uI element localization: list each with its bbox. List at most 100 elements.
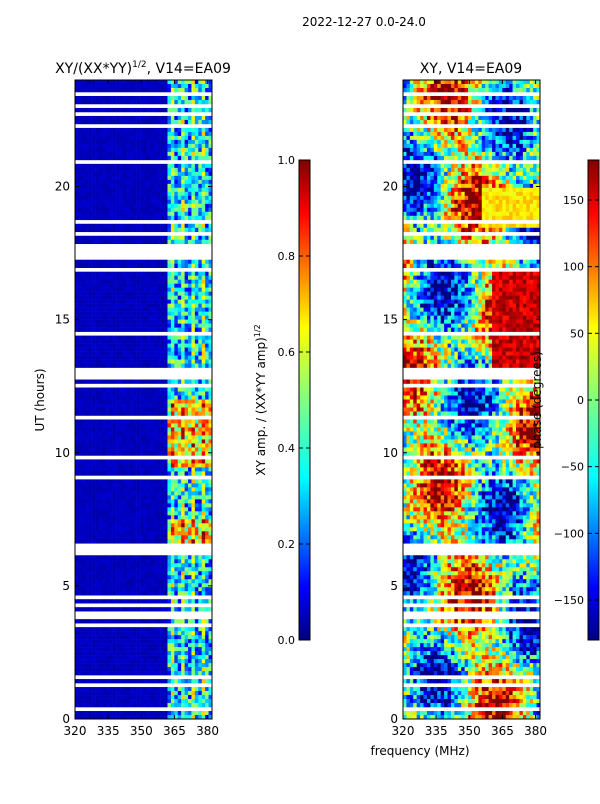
amp-cell — [92, 507, 96, 512]
amp-cell — [150, 647, 155, 652]
amp-cell — [116, 471, 120, 476]
amp-cell — [181, 207, 185, 213]
amp-cell — [75, 639, 79, 644]
amp-cell — [95, 227, 100, 233]
amp-cell — [191, 555, 196, 560]
amp-cell — [205, 691, 209, 696]
amp-cell — [167, 227, 172, 233]
amp-cell — [129, 95, 134, 101]
amp-cell — [105, 527, 110, 532]
amp-cell — [109, 275, 113, 280]
amp-cell — [150, 107, 155, 113]
amp-cell — [164, 419, 168, 424]
amp-cell — [88, 627, 93, 632]
amp-cell — [153, 359, 158, 364]
amp-cell — [201, 171, 206, 177]
amp-cell — [88, 655, 93, 660]
amp-cell — [188, 87, 192, 93]
amp-cell — [126, 135, 131, 141]
amp-cell — [85, 139, 89, 145]
amp-cell — [201, 179, 206, 185]
amp-cell — [205, 151, 209, 157]
amp-cell — [174, 439, 179, 444]
amp-cell — [85, 607, 89, 612]
amp-cell — [143, 191, 148, 197]
amp-cell — [88, 107, 93, 113]
amp-cell — [157, 435, 161, 440]
amp-cell — [160, 199, 165, 205]
amp-cell — [95, 119, 100, 125]
amp-cell — [194, 667, 199, 672]
amp-cell — [205, 323, 209, 328]
amp-cell — [164, 655, 168, 660]
amp-cell — [112, 511, 117, 516]
amp-cell — [143, 647, 148, 652]
amp-cell — [88, 395, 93, 400]
amp-cell — [191, 691, 196, 696]
amp-cell — [105, 187, 110, 193]
amp-cell — [188, 107, 192, 113]
amp-cell — [109, 271, 113, 276]
amp-cell — [116, 207, 120, 213]
amp-cell — [191, 135, 196, 141]
amp-cell — [170, 511, 175, 516]
amp-cell — [177, 523, 182, 528]
amp-cell — [164, 263, 168, 268]
amp-cell — [146, 407, 151, 412]
amp-cell — [177, 483, 182, 488]
amp-cell — [164, 407, 168, 412]
amp-cell — [126, 503, 131, 508]
amp-cell — [143, 183, 148, 189]
amp-cell — [102, 359, 107, 364]
amp-cell — [112, 631, 117, 636]
amp-cell — [98, 287, 103, 292]
amp-cell — [194, 563, 199, 568]
amp-cell — [78, 667, 83, 672]
amp-cell — [177, 639, 182, 644]
amp-cell — [164, 519, 168, 524]
amp-cell — [153, 323, 158, 328]
amp-cell — [81, 503, 86, 508]
amp-cell — [116, 379, 120, 384]
amp-cell — [112, 223, 117, 229]
amp-cell — [81, 587, 86, 592]
amp-cell — [184, 287, 189, 292]
amp-cell — [160, 655, 165, 660]
amp-cell — [85, 495, 89, 500]
amp-cell — [92, 571, 96, 576]
amp-cell — [157, 427, 161, 432]
amp-cell — [92, 651, 96, 656]
amp-cell — [198, 107, 203, 113]
amp-cell — [78, 423, 83, 428]
amp-cell — [98, 427, 103, 432]
amp-cell — [122, 627, 127, 632]
amp-cell — [177, 279, 182, 284]
amp-cell — [105, 579, 110, 584]
amp-cell — [81, 191, 86, 197]
amp-cell — [92, 187, 96, 193]
amp-cell — [129, 579, 134, 584]
amp-cell — [150, 215, 155, 221]
amp-cell — [150, 591, 155, 596]
amp-cell — [126, 287, 131, 292]
amp-cell — [143, 355, 148, 360]
amp-cell — [109, 651, 113, 656]
amp-cell — [105, 655, 110, 660]
amp-cell — [116, 403, 120, 408]
amp-cell — [201, 599, 206, 604]
amp-cell — [170, 667, 175, 672]
amp-cell — [208, 175, 213, 181]
amp-cell — [205, 215, 209, 221]
amp-cell — [194, 679, 199, 684]
amp-cell — [191, 203, 196, 209]
amp-cell — [122, 523, 127, 528]
amp-cell — [153, 307, 158, 312]
amp-cell — [177, 635, 182, 640]
amp-cell — [167, 499, 172, 504]
amp-cell — [208, 399, 213, 404]
amp-cell — [119, 339, 124, 344]
amp-cell — [140, 359, 144, 364]
amp-cell — [160, 139, 165, 145]
amp-cell — [205, 303, 209, 308]
amp-cell — [188, 511, 192, 516]
